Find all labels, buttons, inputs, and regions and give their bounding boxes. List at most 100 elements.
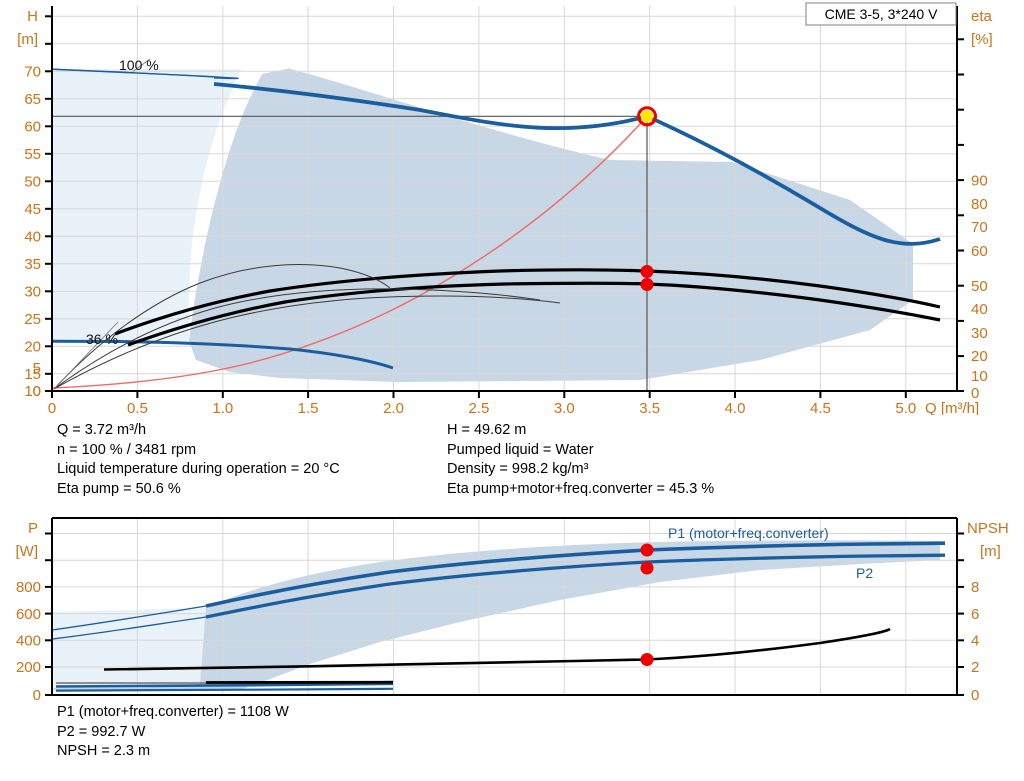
tick-label: 60 (971, 243, 988, 260)
p1-curve-thin (52, 605, 207, 631)
duty-point-ring[interactable] (637, 106, 657, 127)
x-axis-title-q: Q [m³/h] (925, 400, 979, 415)
eta-pump-marker (640, 265, 654, 278)
tick-label: 0.5 (127, 400, 148, 415)
tick-label-0n: 0 (971, 687, 979, 702)
tick-label: 65 (24, 91, 41, 108)
tick-label: 0 (48, 400, 56, 415)
p2-curve (205, 553, 946, 619)
duty-info-left: Q = 3.72 m³/h n = 100 % / 3481 rpm Liqui… (57, 421, 340, 499)
y-axis-title-h: H (27, 8, 38, 25)
power-npsh-chart: 800 600 400 200 0 8 6 4 2 0 P [W] NPSH [… (16, 517, 1009, 702)
eta-reduced-curve-1 (53, 264, 391, 390)
tick-label-200: 200 (16, 659, 41, 676)
info-speed: n = 100 % / 3481 rpm (57, 441, 197, 458)
y-axis-unit-p: [W] (16, 543, 39, 560)
tick-label: 2.5 (468, 400, 489, 415)
tick-label-400: 400 (16, 633, 41, 650)
tick-label: 70 (24, 64, 41, 81)
p1-curve (205, 541, 946, 608)
leader-36 (53, 321, 119, 390)
head-curve-100 (213, 82, 941, 246)
eta-reduced-curve-2 (53, 288, 541, 390)
p2-duty-marker (640, 561, 654, 575)
tick-label: 45 (24, 201, 41, 218)
tick-label: 10 (971, 368, 988, 385)
tick-label: 4.0 (725, 400, 746, 415)
title-box (805, 2, 957, 26)
tick-label: 30 (971, 325, 988, 342)
info-eta-total: Eta pump+motor+freq.converter = 45.3 % (447, 480, 715, 497)
eta-reduced-curve-3 (53, 295, 561, 390)
eta-pump-curve (114, 268, 941, 336)
head-efficiency-chart: 70 65 60 55 50 45 40 35 30 25 20 15 10 5… (17, 2, 993, 415)
tick-label: 50 (971, 278, 988, 295)
tick-label: 4.5 (810, 400, 831, 415)
p1-curve-label: P1 (motor+freq.converter) (668, 525, 829, 541)
bottom-right-tick-labels: 8 6 4 2 0 (971, 579, 979, 702)
bottom-envelope-light (52, 608, 240, 690)
top-envelope-light (52, 69, 241, 342)
info-p2: P2 = 992.7 W (57, 723, 146, 740)
tick-label: 50 (24, 174, 41, 191)
tick-label-600: 600 (16, 606, 41, 623)
y-axis-unit-eta: [%] (971, 31, 993, 48)
p1-duty-marker (640, 543, 654, 557)
npsh-curve (103, 627, 891, 671)
info-q: Q = 3.72 m³/h (57, 422, 147, 438)
speed-label-100: 100 % (119, 57, 159, 73)
tick-label: 90 (971, 173, 988, 190)
tick-label: 20 (24, 339, 41, 356)
eta-total-curve (127, 281, 941, 347)
tick-label: 70 (971, 219, 988, 236)
tick-label: 80 (971, 196, 988, 213)
bottom-left-ticks (45, 532, 52, 696)
system-curve (52, 115, 648, 389)
tick-label: 40 (971, 301, 988, 318)
tick-label: 3.5 (639, 400, 660, 415)
tick-label: 3.0 (554, 400, 575, 415)
tick-label-800: 800 (16, 579, 41, 596)
top-left-ticks (45, 15, 52, 392)
tick-label: 55 (24, 146, 41, 163)
y-axis-unit-npsh: [m] (980, 543, 1001, 560)
tick-label: 0 (971, 385, 979, 402)
info-eta-pump: Eta pump = 50.6 % (57, 480, 181, 497)
y-axis-title-p: P (28, 520, 38, 537)
tick-label-8: 8 (971, 579, 979, 596)
npsh-duty-marker (640, 653, 654, 666)
title-box-label: CME 3-5, 3*240 V (825, 6, 938, 22)
info-p1: P1 (motor+freq.converter) = 1108 W (57, 704, 289, 720)
tick-label: 1.0 (212, 400, 233, 415)
info-temp: Liquid temperature during operation = 20… (57, 461, 340, 477)
top-bottom-tick-labels: 0 0.5 1.0 1.5 2.0 2.5 3.0 3.5 4.0 4.5 5.… (48, 400, 916, 415)
tick-label: 5.0 (895, 400, 916, 415)
info-liquid: Pumped liquid = Water (447, 441, 594, 458)
speed-label-36: 36 % (86, 331, 118, 347)
power-info: P1 (motor+freq.converter) = 1108 W P2 = … (57, 703, 289, 762)
tick-label-2: 2 (971, 659, 979, 676)
tick-label-0: 0 (33, 383, 41, 400)
p2-curve-label: P2 (856, 565, 873, 581)
leader-100 (132, 58, 151, 72)
tick-label-5: 5 (33, 360, 41, 377)
tick-label: 25 (24, 311, 41, 328)
tick-label: 15 (24, 366, 41, 383)
tick-label: 2.0 (383, 400, 404, 415)
y-axis-title-npsh: NPSH (967, 520, 1009, 537)
tick-label-6: 6 (971, 606, 979, 623)
top-grid-vertical (136, 6, 907, 391)
tick-label: 10 (24, 383, 41, 400)
tick-label: 40 (24, 229, 41, 246)
duty-point[interactable] (640, 110, 654, 123)
p1-min-speed-curve (55, 682, 394, 688)
tick-label-4: 4 (971, 633, 979, 650)
y-axis-unit-h: [m] (17, 31, 38, 48)
tick-label: 1.5 (298, 400, 319, 415)
bottom-envelope-main (52, 540, 940, 690)
top-right-tick-labels: 90 80 70 60 50 40 30 20 10 0 (971, 173, 988, 403)
head-curve-100-thin-b (52, 68, 214, 78)
info-density: Density = 998.2 kg/m³ (447, 461, 589, 477)
tick-label: 35 (24, 256, 41, 273)
